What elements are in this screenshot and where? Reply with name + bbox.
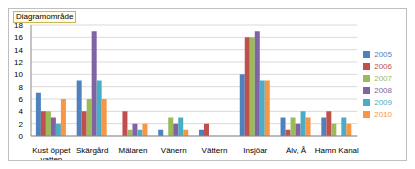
svg-text:18: 18 — [14, 21, 23, 30]
svg-text:14: 14 — [14, 46, 23, 55]
html-text:Diagramområde: Diagramområde — [16, 12, 74, 21]
html-text:2009: 2009 — [374, 97, 392, 107]
svg-text:2: 2 — [19, 120, 24, 129]
html-text:2005: 2005 — [374, 49, 392, 59]
svg-text:Skärgård: Skärgård — [76, 146, 108, 155]
svg-text:Vättern: Vättern — [202, 146, 228, 155]
svg-text:12: 12 — [14, 58, 23, 67]
svg-text:Mälaren: Mälaren — [118, 146, 147, 155]
svg-text:Hamn Kanal: Hamn Kanal — [315, 146, 359, 155]
html-text:2006: 2006 — [374, 61, 392, 71]
svg-text:Vänern: Vänern — [161, 146, 187, 155]
svg-text:6: 6 — [19, 95, 24, 104]
svg-text:4: 4 — [19, 107, 24, 116]
svg-text:Insjöar: Insjöar — [243, 146, 267, 155]
svg-text:16: 16 — [14, 33, 23, 42]
svg-text:Älv, Å: Älv, Å — [286, 146, 307, 155]
html-text:2007: 2007 — [374, 73, 392, 83]
html-text:2008: 2008 — [374, 85, 392, 95]
svg-text:8: 8 — [19, 83, 24, 92]
svg-text:10: 10 — [14, 70, 23, 79]
svg-text:Kust öppetvatten: Kust öppetvatten — [32, 146, 71, 160]
html-text:2010: 2010 — [374, 109, 392, 119]
svg-text:0: 0 — [19, 132, 24, 141]
